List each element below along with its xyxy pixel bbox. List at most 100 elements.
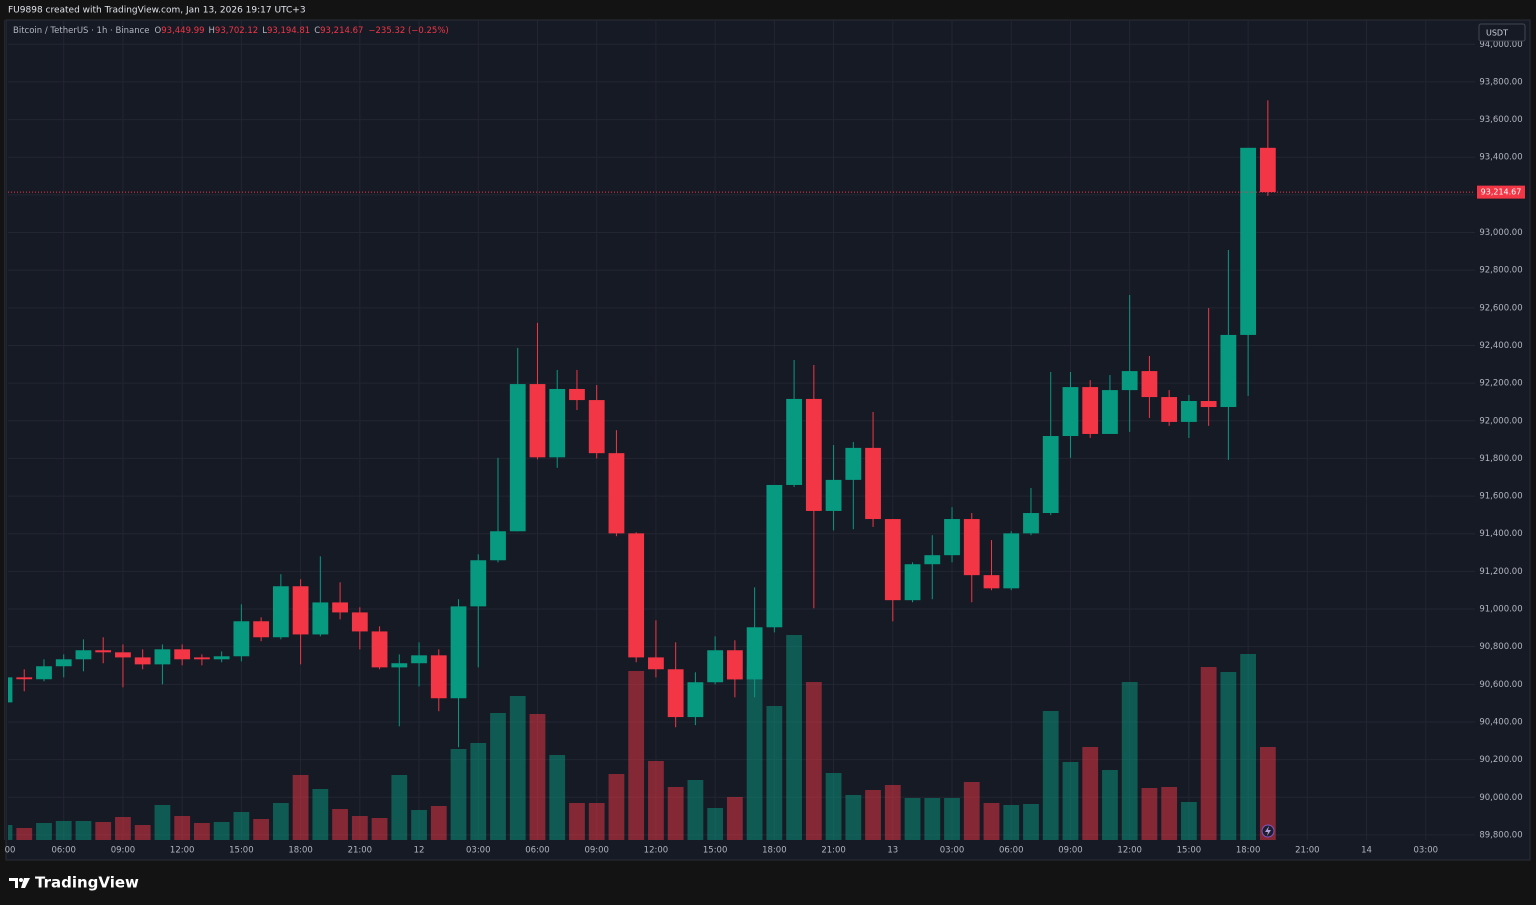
candle-body bbox=[154, 649, 171, 665]
candle-body bbox=[805, 398, 822, 511]
candle-body bbox=[430, 655, 447, 699]
candle-body bbox=[1240, 147, 1257, 335]
volume-bar bbox=[529, 714, 546, 840]
x-tick-label: 12 bbox=[414, 846, 425, 856]
x-tick-label: 14 bbox=[1361, 846, 1372, 856]
candle-body bbox=[1200, 401, 1217, 408]
y-tick-label: 91,400.00 bbox=[1479, 529, 1522, 539]
volume-bar bbox=[884, 785, 901, 840]
candle-body bbox=[944, 519, 960, 556]
volume-bar bbox=[194, 823, 210, 840]
candle-body bbox=[667, 669, 684, 718]
logo-mark bbox=[9, 878, 18, 888]
candles bbox=[8, 100, 1276, 748]
volume-bar bbox=[411, 810, 427, 840]
ohlc-value: 93,194.81 bbox=[267, 26, 310, 36]
x-tick-label: 00 bbox=[5, 846, 16, 856]
volume-bar bbox=[963, 782, 980, 840]
candle-body bbox=[213, 656, 230, 660]
x-tick-label: 18:00 bbox=[762, 846, 787, 856]
x-tick-label: 18:00 bbox=[288, 846, 313, 856]
volume-bar bbox=[845, 795, 862, 840]
candle-body bbox=[272, 586, 289, 638]
volume-bars bbox=[8, 635, 1276, 840]
brand-logo bbox=[9, 878, 30, 888]
candle-body bbox=[55, 659, 72, 667]
volume-bar bbox=[351, 816, 368, 840]
ohlc-value: 93,214.67 bbox=[320, 26, 363, 36]
y-tick-label: 89,800.00 bbox=[1479, 830, 1522, 840]
candle-body bbox=[332, 602, 348, 613]
volume-bar bbox=[8, 825, 13, 840]
x-tick-label: 12:00 bbox=[170, 846, 195, 856]
volume-bar bbox=[1181, 802, 1197, 840]
x-tick-label: 03:00 bbox=[1414, 846, 1439, 856]
volume-bar bbox=[115, 817, 131, 840]
x-tick-label: 06:00 bbox=[525, 846, 550, 856]
candle-body bbox=[608, 453, 625, 534]
x-tick-label: 12:00 bbox=[1117, 846, 1142, 856]
candle-body bbox=[1042, 436, 1059, 514]
volume-bar bbox=[134, 825, 151, 840]
volume-bar bbox=[805, 682, 822, 840]
candle-body bbox=[233, 621, 250, 657]
candle-body bbox=[825, 479, 842, 511]
candle-body bbox=[549, 388, 566, 458]
volume-bar bbox=[1102, 770, 1118, 840]
volume-bar bbox=[628, 671, 645, 840]
price-tag-label: 93,214.67 bbox=[1481, 188, 1522, 197]
x-tick-label: 13 bbox=[887, 846, 898, 856]
candle-body bbox=[470, 560, 487, 607]
brand: TradingView bbox=[35, 874, 139, 892]
volume-bar bbox=[608, 774, 625, 840]
candle-body bbox=[490, 531, 506, 561]
volume-bar bbox=[1082, 747, 1099, 840]
candle-body bbox=[253, 621, 270, 638]
y-tick-label: 93,800.00 bbox=[1479, 77, 1522, 87]
y-tick-label: 91,000.00 bbox=[1479, 605, 1522, 615]
y-tick-label: 90,400.00 bbox=[1479, 717, 1522, 727]
x-tick-label: 06:00 bbox=[999, 846, 1024, 856]
y-tick-label: 94,000.00 bbox=[1479, 40, 1522, 50]
volume-bar bbox=[36, 823, 52, 840]
axes: 89,800.00 90,000.00 90,200.00 90,400.00 90,6… bbox=[5, 40, 1525, 856]
volume-bar bbox=[1121, 682, 1138, 840]
candle-body bbox=[569, 388, 585, 401]
volume-bar bbox=[746, 669, 763, 840]
x-tick-label: 15:00 bbox=[1177, 846, 1202, 856]
candle-body bbox=[411, 655, 427, 664]
volume-bar bbox=[253, 819, 270, 840]
volume-bar bbox=[332, 809, 348, 840]
candle-body bbox=[194, 657, 210, 660]
candle-body bbox=[963, 519, 980, 576]
volume-bar bbox=[904, 798, 921, 840]
candle-body bbox=[1062, 387, 1079, 437]
candle-body bbox=[865, 447, 881, 520]
candle-body bbox=[766, 484, 783, 628]
candle-body bbox=[450, 606, 467, 699]
volume-bar bbox=[1062, 762, 1079, 840]
volume-bar bbox=[825, 773, 842, 840]
volume-bar bbox=[667, 787, 684, 840]
candle-body bbox=[707, 650, 724, 683]
y-tick-label: 92,800.00 bbox=[1479, 266, 1522, 276]
candle-body bbox=[292, 586, 309, 635]
y-tick-label: 92,600.00 bbox=[1479, 303, 1522, 313]
volume-bar bbox=[16, 828, 33, 840]
volume-bar bbox=[648, 761, 664, 840]
volume-bar bbox=[174, 816, 191, 840]
volume-bar bbox=[470, 743, 487, 840]
candle-body bbox=[95, 650, 112, 653]
volume-bar bbox=[944, 798, 960, 840]
ohlc-key: C bbox=[314, 26, 320, 36]
y-tick-label: 92,400.00 bbox=[1479, 341, 1522, 351]
change: −235.32 (−0.25%) bbox=[368, 26, 448, 36]
candle-body bbox=[1121, 371, 1138, 391]
x-tick-label: 03:00 bbox=[940, 846, 965, 856]
x-tick-label: 06:00 bbox=[51, 846, 76, 856]
symbol-legend: Bitcoin / TetherUS · 1h · Binance O93,449… bbox=[13, 26, 449, 36]
volume-bar bbox=[707, 808, 724, 840]
volume-bar bbox=[213, 822, 230, 840]
candle-body bbox=[36, 666, 52, 680]
volume-bar bbox=[1200, 667, 1217, 840]
